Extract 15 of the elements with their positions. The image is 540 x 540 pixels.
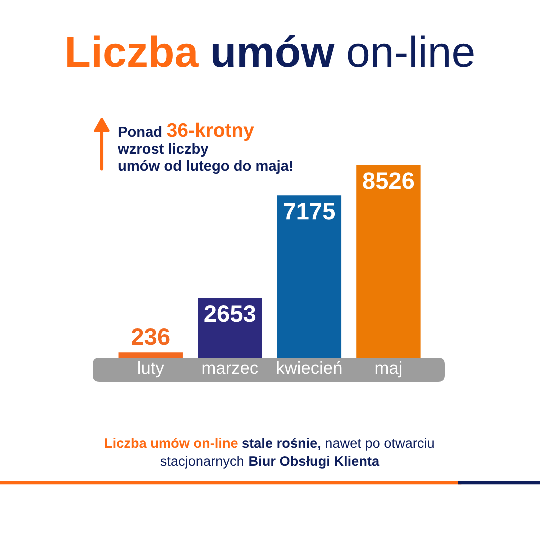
x-tick-label: kwiecień (277, 361, 342, 374)
data-label: 7175 (284, 203, 336, 220)
data-label: 2653 (204, 306, 256, 322)
data-label: 8526 (363, 172, 414, 190)
bar (356, 165, 421, 358)
x-tick-label: maj (376, 361, 402, 378)
text: Liczba umów on-line stale rośnie, nawet po otwarciu stacjonarnych Biur Obsługi Klienta (105, 438, 434, 469)
chart-title: Liczba umów on-line (68, 35, 474, 68)
bar (277, 196, 342, 358)
bar (198, 298, 262, 358)
data-label: 236 (132, 328, 170, 346)
x-tick-label: marzec (202, 364, 258, 374)
annotation: Ponad 36-krotny wzrost liczby umów od lutego do maja! (118, 122, 292, 174)
x-tick-label: luty (138, 361, 164, 378)
bar (118, 352, 183, 358)
